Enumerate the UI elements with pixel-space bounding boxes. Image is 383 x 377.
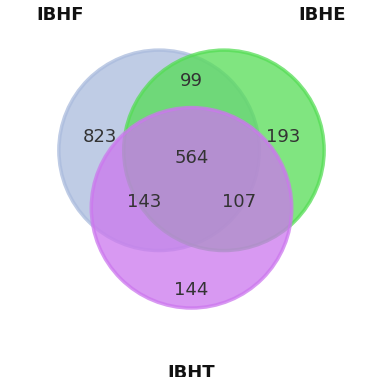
Text: IBHE: IBHE (299, 6, 346, 24)
Text: IBHF: IBHF (37, 6, 84, 24)
Text: 99: 99 (180, 72, 203, 90)
Text: 564: 564 (174, 149, 209, 167)
Text: 193: 193 (266, 128, 300, 146)
Text: 107: 107 (222, 193, 256, 211)
Text: IBHT: IBHT (168, 364, 215, 377)
Circle shape (91, 107, 292, 308)
Circle shape (124, 50, 324, 251)
Text: 143: 143 (127, 193, 162, 211)
Text: 823: 823 (83, 128, 117, 146)
Text: 144: 144 (174, 281, 209, 299)
Circle shape (59, 50, 259, 251)
